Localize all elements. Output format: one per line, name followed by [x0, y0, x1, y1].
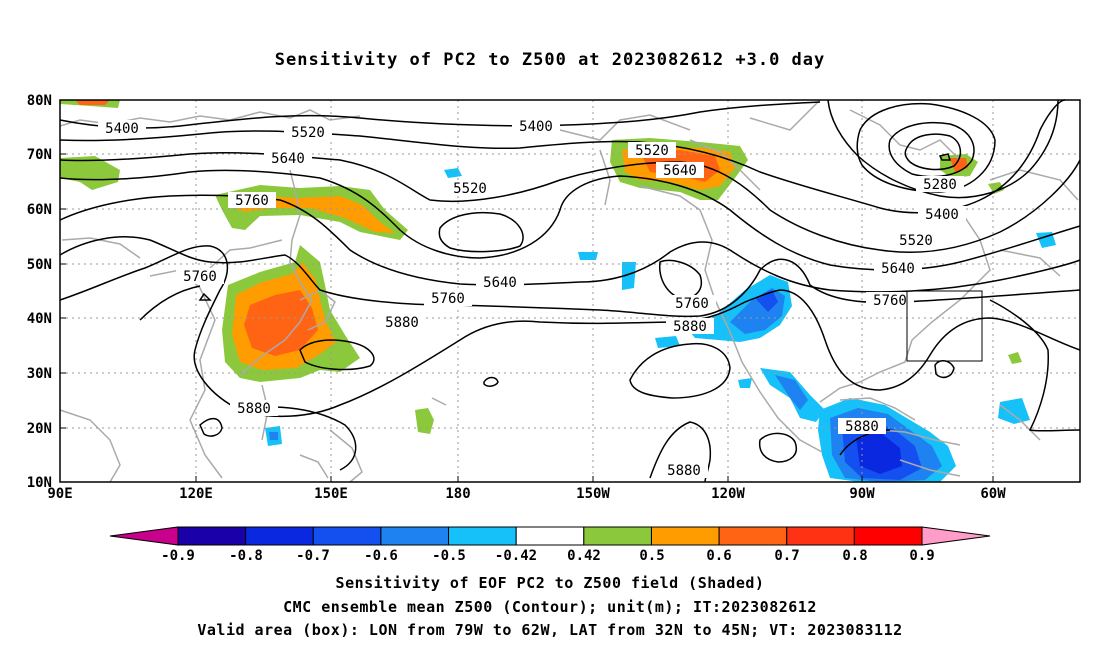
contour-label-5760: 5760 [675, 296, 709, 312]
lon-label: 150W [576, 486, 610, 502]
contour-label-5400: 5400 [519, 119, 553, 135]
lon-label: 120E [179, 486, 213, 502]
contour-labels: 5400 5400 5400 5520 5520 5520 5520 5640 … [98, 118, 966, 479]
colorbar-label: -0.42 [495, 548, 537, 564]
longitude-labels: 90E 120E 150E 180 150W 120W 90W 60W [47, 486, 1006, 502]
latitude-labels: 80N 70N 60N 50N 40N 30N 20N 10N [27, 93, 52, 491]
contour-label-5640: 5640 [483, 275, 517, 291]
colorbar-box [583, 526, 652, 546]
colorbar-label: -0.6 [364, 548, 398, 564]
contour-label-5640: 5640 [881, 261, 915, 277]
contour-label-5760: 5760 [183, 269, 217, 285]
lat-label: 60N [27, 202, 52, 218]
colorbar: -0.9 -0.8 -0.7 -0.6 -0.5 -0.42 0.42 0.5 … [109, 526, 991, 564]
lat-label: 50N [27, 257, 52, 273]
contour-label-5400: 5400 [925, 207, 959, 223]
colorbar-box [245, 526, 314, 546]
colorbar-label: 0.42 [567, 548, 601, 564]
contour-label-5520: 5520 [291, 125, 325, 141]
contour-label-5760: 5760 [873, 293, 907, 309]
colorbar-box [718, 526, 788, 546]
colorbar-low-triangle [109, 526, 179, 546]
contour-label-5760: 5760 [235, 193, 269, 209]
colorbar-label: -0.5 [432, 548, 466, 564]
contour-label-5280: 5280 [923, 177, 957, 193]
lon-label: 150E [314, 486, 348, 502]
lon-label: 120W [711, 486, 745, 502]
colorbar-label: -0.7 [296, 548, 330, 564]
contour-label-5880: 5880 [385, 315, 419, 331]
contour-label-5880: 5880 [237, 401, 271, 417]
colorbar-label: 0.5 [639, 548, 664, 564]
lon-label: 180 [445, 486, 470, 502]
graticule [60, 100, 1080, 482]
colorbar-box [448, 526, 517, 546]
colorbar-high-triangle [921, 526, 991, 546]
contour-label-5520: 5520 [453, 181, 487, 197]
lon-label: 90W [849, 486, 875, 502]
axis-ticks [60, 99, 994, 482]
colorbar-label: 0.8 [842, 548, 867, 564]
lat-label: 40N [27, 311, 52, 327]
contour-label-5520: 5520 [635, 143, 669, 159]
lon-label: 90E [47, 486, 72, 502]
contour-label-5640: 5640 [663, 163, 697, 179]
contour-label-5400: 5400 [105, 121, 139, 137]
map-title: Sensitivity of PC2 to Z500 at 2023082612… [274, 50, 826, 70]
colorbar-label: 0.9 [909, 548, 934, 564]
colorbar-label: -0.8 [229, 548, 263, 564]
lat-label: 10N [27, 475, 52, 491]
colorbar-boxes [177, 526, 923, 546]
valid-area-box [906, 290, 983, 362]
colorbar-label: 0.7 [774, 548, 799, 564]
colorbar-box [177, 526, 247, 546]
colorbar-label: 0.6 [706, 548, 731, 564]
colorbar-box [380, 526, 450, 546]
lat-label: 80N [27, 93, 52, 109]
contour-label-5520: 5520 [899, 233, 933, 249]
contour-label-5880: 5880 [845, 419, 879, 435]
contour-label-5760: 5760 [431, 291, 465, 307]
caption-line-3: Valid area (box): LON from 79W to 62W, L… [197, 621, 903, 639]
colorbar-box [853, 526, 923, 546]
colorbar-label: -0.9 [161, 548, 195, 564]
lat-label: 70N [27, 147, 52, 163]
colorbar-box [515, 526, 585, 546]
colorbar-box [650, 526, 720, 546]
lon-label: 60W [980, 486, 1006, 502]
lat-label: 20N [27, 421, 52, 437]
caption-line-1: Sensitivity of EOF PC2 to Z500 field (Sh… [335, 574, 765, 592]
caption-line-2: CMC ensemble mean Z500 (Contour); unit(m… [283, 598, 817, 616]
contour-label-5880: 5880 [667, 463, 701, 479]
colorbar-box [312, 526, 382, 546]
contour-label-5640: 5640 [271, 151, 305, 167]
colorbar-labels: -0.9 -0.8 -0.7 -0.6 -0.5 -0.42 0.42 0.5 … [161, 548, 935, 564]
colorbar-box [786, 526, 855, 546]
lat-label: 30N [27, 366, 52, 382]
contour-label-5880: 5880 [673, 319, 707, 335]
map-frame [59, 99, 1081, 483]
